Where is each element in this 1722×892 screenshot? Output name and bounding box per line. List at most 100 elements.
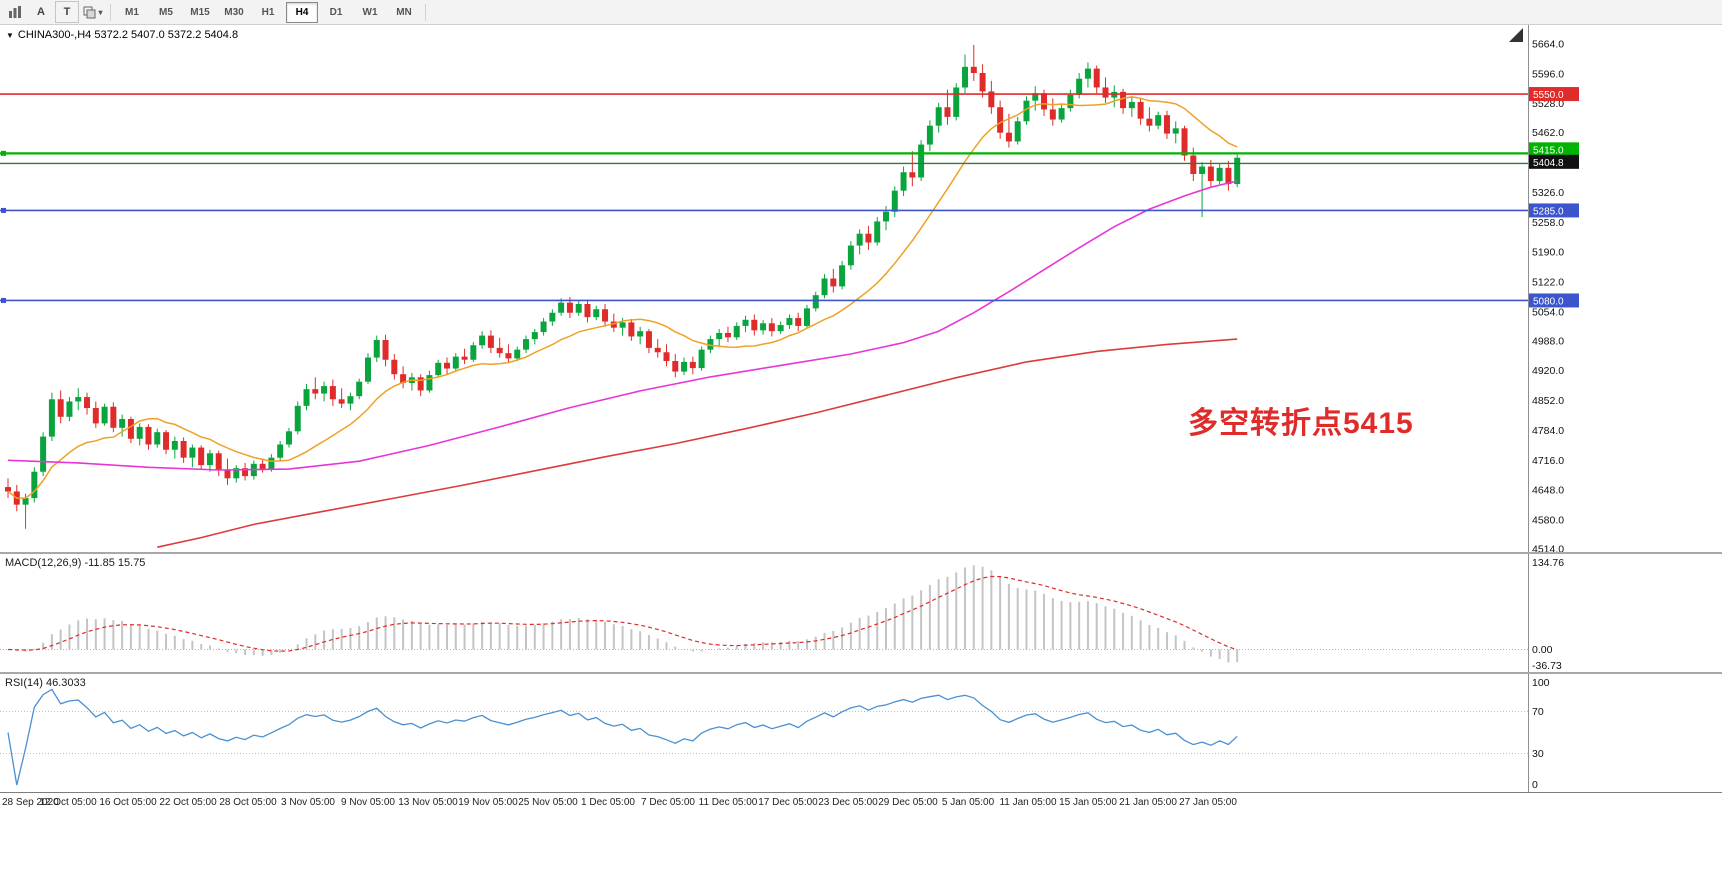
- macd-histogram: [15, 565, 1239, 663]
- chart-bars-icon-button[interactable]: [3, 1, 27, 23]
- panel-splitter[interactable]: [0, 552, 1722, 554]
- candle-body: [356, 381, 363, 397]
- candle-body: [1041, 93, 1048, 110]
- price-tick-label: 5326.0: [1532, 187, 1564, 199]
- candle-body: [268, 457, 275, 470]
- candle-body: [575, 303, 582, 313]
- line-handle[interactable]: [1, 207, 6, 213]
- timeframe-button-mn[interactable]: MN: [396, 6, 412, 18]
- line-handle[interactable]: [1, 150, 6, 156]
- price-tick-label: 5596.0: [1532, 68, 1564, 80]
- candle-body: [145, 426, 152, 445]
- price-tag: [1529, 203, 1579, 218]
- candle-body: [215, 453, 222, 470]
- symbol-ohlc-text: CHINA300-,H4 5372.2 5407.0 5372.2 5404.8: [17, 29, 239, 41]
- candle-body: [154, 432, 161, 445]
- candle-body: [180, 440, 187, 458]
- price-tick-label: 5528.0: [1532, 98, 1564, 110]
- timeframe-button-m5[interactable]: M5: [159, 6, 173, 18]
- macd-axis-min: -36.73: [1532, 660, 1562, 672]
- candle-body: [593, 309, 600, 318]
- cursor-tool-button[interactable]: A: [37, 6, 45, 18]
- timeframe-button-d1[interactable]: D1: [329, 6, 343, 18]
- panel-splitter[interactable]: [0, 672, 1722, 674]
- bar-chart-icon: [9, 6, 21, 18]
- candle-body: [926, 125, 933, 145]
- price-tick-label: 5190.0: [1532, 247, 1564, 259]
- price-tick-label: 5664.0: [1532, 39, 1564, 51]
- collapse-icon[interactable]: ▼: [6, 31, 14, 40]
- rsi-panel[interactable]: 100 70 30 0: [0, 674, 1722, 792]
- rsi-line: [7, 688, 1238, 786]
- candle-body: [979, 72, 986, 92]
- chart-annotation-text[interactable]: 多空转折点5415: [1188, 407, 1414, 440]
- candle-body: [1067, 94, 1074, 109]
- candle-body: [689, 361, 696, 369]
- candle-body: [1155, 115, 1162, 126]
- line-handle[interactable]: [1, 297, 6, 303]
- ma-slow-line[interactable]: [157, 338, 1238, 548]
- candle-body: [909, 172, 916, 178]
- time-axis[interactable]: 28 Sep 2020 12 Oct 05:00 16 Oct 05:00 22 Oc…: [0, 793, 1722, 813]
- macd-axis-max: 134.76: [1532, 557, 1564, 569]
- candle-body: [1225, 167, 1232, 185]
- timeframe-button-h4[interactable]: H4: [286, 1, 318, 23]
- candle-body: [786, 318, 793, 326]
- price-tick-label: 4514.0: [1532, 544, 1564, 553]
- candle-body: [1023, 100, 1030, 122]
- candle-body: [883, 211, 889, 222]
- time-axis-label: 12 Oct 05:00: [39, 797, 97, 808]
- candle-body: [22, 498, 29, 505]
- candle-body: [1120, 91, 1127, 109]
- candle-body: [224, 469, 231, 479]
- candle-body: [391, 359, 398, 375]
- candle-body: [874, 221, 881, 243]
- timeframe-button-m1[interactable]: M1: [125, 6, 139, 18]
- ma-mid-line[interactable]: [7, 180, 1238, 471]
- timeframe-button-m30[interactable]: M30: [224, 6, 244, 18]
- rsi-axis-label: 70: [1532, 706, 1544, 718]
- candle-body: [171, 440, 178, 450]
- candle-body: [1102, 87, 1109, 98]
- candle-body: [206, 453, 213, 466]
- candle-body: [48, 399, 55, 437]
- toolbar-separator: [425, 3, 426, 21]
- candle-body: [602, 309, 609, 322]
- candle-body: [1032, 93, 1039, 101]
- candle-body: [40, 436, 47, 472]
- candle-body: [1207, 166, 1214, 182]
- text-tool-button[interactable]: T: [55, 1, 79, 23]
- candle-body: [373, 339, 380, 358]
- price-tick-label: 5258.0: [1532, 217, 1564, 229]
- time-axis-label: 15 Jan 05:00: [1059, 797, 1117, 808]
- candle-body: [821, 278, 828, 296]
- candle-body: [321, 386, 328, 394]
- candle-body: [1216, 167, 1223, 182]
- price-chart[interactable]: 5664.05596.05528.05462.05394.05326.05258…: [0, 25, 1722, 552]
- candle-body: [970, 66, 977, 73]
- time-axis-label: 27 Jan 05:00: [1179, 797, 1237, 808]
- macd-panel[interactable]: 134.76 0.00 -36.73: [0, 554, 1722, 672]
- candle-body: [645, 331, 652, 348]
- candle-body: [382, 339, 389, 360]
- scroll-to-end-icon[interactable]: [1509, 28, 1523, 42]
- candle-body: [654, 347, 661, 353]
- rsi-axis-label: 100: [1532, 677, 1550, 689]
- timeframe-button-h1[interactable]: H1: [261, 6, 275, 18]
- timeframe-button-m15[interactable]: M15: [190, 6, 210, 18]
- objects-dropdown-button[interactable]: ▾: [81, 1, 105, 23]
- price-tag: [1529, 293, 1579, 308]
- candle-body: [470, 345, 477, 360]
- price-tick-label: 5054.0: [1532, 306, 1564, 318]
- ma-fast-line[interactable]: [7, 96, 1238, 499]
- candle-body: [1058, 108, 1065, 120]
- candle-body: [57, 399, 64, 417]
- candle-body: [549, 312, 556, 322]
- current-price-tag: [1529, 154, 1579, 169]
- candle-body: [5, 487, 11, 492]
- timeframe-button-w1[interactable]: W1: [362, 6, 378, 18]
- candle-body: [724, 332, 731, 338]
- candle-body: [891, 190, 898, 212]
- candle-body: [347, 396, 354, 404]
- candle-body: [285, 431, 292, 445]
